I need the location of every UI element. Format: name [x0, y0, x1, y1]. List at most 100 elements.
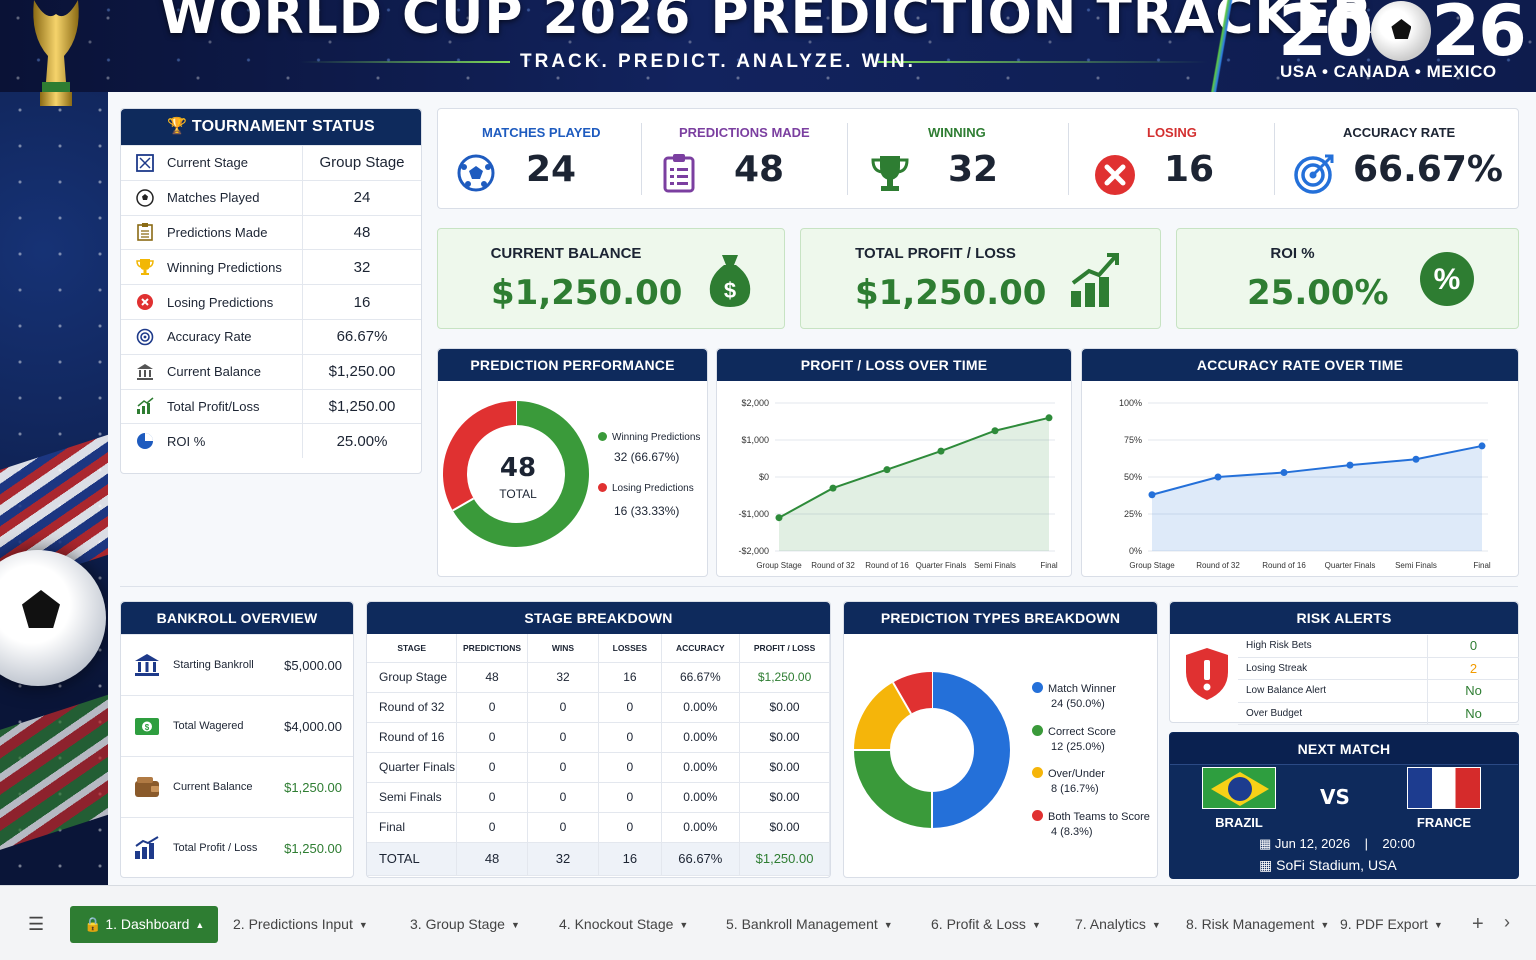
table-cell: 66.67%	[661, 662, 741, 693]
donut-total-value: 48	[499, 453, 537, 483]
y-tick-label: $2,000	[741, 398, 769, 408]
home-team: BRAZIL	[1215, 815, 1263, 830]
sheet-tab-5[interactable]: 5. Bankroll Management ▼	[726, 906, 893, 943]
sheet-tab-9[interactable]: 9. PDF Export ▼	[1340, 906, 1443, 943]
accuracy-point	[1214, 473, 1222, 481]
sheet-tab-8[interactable]: 8. Risk Management ▼	[1186, 906, 1329, 943]
calendar-icon: ▦	[1259, 836, 1272, 851]
profit-point	[991, 427, 999, 435]
prediction-types-panel: PREDICTION TYPES BREAKDOWN Match Winner 2…	[843, 601, 1158, 878]
table-cell: TOTAL	[367, 842, 458, 876]
x-tick-label: Group Stage	[1129, 561, 1175, 570]
table-cell: Group Stage	[367, 662, 458, 693]
panel-title: PROFIT / LOSS OVER TIME	[717, 349, 1071, 381]
table-cell: 0	[598, 722, 662, 753]
status-row: Total Profit/Loss $1,250.00	[121, 388, 421, 424]
chart-up-icon	[121, 836, 173, 860]
panel-title: RISK ALERTS	[1170, 602, 1518, 634]
percent-icon: %	[1420, 252, 1474, 306]
legend-value: 12 (25.0%)	[1051, 740, 1105, 753]
header-banner: WORLD CUP 2026 PREDICTION TRACKER TRACK.…	[0, 0, 1536, 92]
money-icon: $	[121, 715, 173, 737]
bankroll-value: $1,250.00	[284, 779, 342, 795]
status-value: 66.67%	[336, 328, 388, 346]
x-tick-label: Semi Finals	[1395, 561, 1437, 570]
legend-item: Over/Under	[1032, 767, 1105, 780]
table-cell: 0	[598, 812, 662, 843]
sheet-tab-4[interactable]: 4. Knockout Stage ▼	[559, 906, 688, 943]
legend-value: 32 (66.67%)	[614, 450, 680, 464]
panel-title: NEXT MATCH	[1170, 733, 1518, 765]
next-match-panel: NEXT MATCH BRAZIL FRANCE VS ▦ Jun 12, 20…	[1169, 732, 1519, 879]
accuracy-line	[1151, 444, 1483, 496]
bankroll-label: Total Wagered	[173, 720, 244, 732]
sheet-tab-bar: ☰ 🔒 1. Dashboard ▲ 2. Predictions Input ▼ 3.…	[0, 885, 1536, 960]
tab-label: 5. Bankroll Management	[726, 916, 878, 932]
chevron-right-icon[interactable]: ›	[1504, 912, 1510, 932]
chevron-down-icon: ▼	[883, 920, 893, 930]
status-label: Losing Predictions	[167, 294, 274, 310]
accuracy-line-chart: 100% 75% 50% 25% 0% Group Stage Round of 32 Rou…	[1119, 398, 1491, 570]
risk-value: 0	[1469, 638, 1478, 654]
panel-title: PREDICTION PERFORMANCE	[438, 349, 707, 381]
risk-label: Low Balance Alert	[1238, 680, 1428, 702]
prediction-performance-panel: PREDICTION PERFORMANCE 48 TOTAL Winning …	[437, 348, 708, 577]
legend-value: 24 (50.0%)	[1051, 698, 1105, 710]
table-cell: 16	[598, 842, 662, 876]
kpi-losing: LOSING 16	[1069, 109, 1274, 209]
svg-text:$: $	[724, 278, 736, 303]
stage-icon	[135, 153, 155, 173]
bankroll-row: Current Balance $1,250.00	[121, 756, 353, 817]
sheet-tab-6[interactable]: 6. Profit & Loss ▼	[931, 906, 1041, 943]
total-profit-loss-card: TOTAL PROFIT / LOSS $1,250.00	[800, 228, 1161, 329]
risk-value: No	[1465, 705, 1482, 721]
x-tick-label: Round of 32	[1196, 561, 1240, 570]
status-label: Predictions Made	[167, 224, 268, 240]
status-label: Winning Predictions	[167, 259, 282, 275]
add-sheet-icon[interactable]: +	[1472, 913, 1484, 935]
x-tick-label: Round of 32	[811, 561, 855, 570]
status-value: 48	[353, 223, 371, 241]
soccer-ball-icon	[135, 188, 155, 208]
sheet-tab-3[interactable]: 3. Group Stage ▼	[410, 906, 520, 943]
y-tick-label: 25%	[1124, 509, 1142, 519]
status-value: 16	[353, 293, 371, 311]
y-tick-label: 50%	[1124, 472, 1142, 482]
table-cell: 48	[456, 842, 528, 876]
table-row: Round of 32 0 0 0 0.00% $0.00	[367, 692, 830, 723]
accuracy-chart-panel: ACCURACY RATE OVER TIME 100% 75% 50% 25% 0% G…	[1081, 348, 1519, 577]
prediction-type-slice	[854, 682, 912, 751]
tab-label: 7. Analytics	[1075, 916, 1146, 932]
clipboard-icon	[663, 154, 695, 193]
table-cell: 0	[598, 782, 662, 813]
soccer-ball-icon	[0, 550, 106, 686]
profit-point	[883, 466, 891, 474]
match-venue: ▦ SoFi Stadium, USA	[1259, 857, 1397, 873]
table-cell: $0.00	[739, 722, 830, 753]
tab-label: 2. Predictions Input	[233, 916, 353, 932]
legend-value: 8 (16.7%)	[1051, 783, 1099, 795]
sheet-tab-2[interactable]: 2. Predictions Input ▼	[233, 906, 368, 943]
table-row: Final 0 0 0 0.00% $0.00	[367, 812, 830, 843]
x-tick-label: Final	[1473, 561, 1491, 570]
sheet-tab-1[interactable]: 🔒 1. Dashboard ▲	[70, 906, 219, 943]
stage-breakdown-table: STAGE PREDICTIONS WINS LOSSES ACCURACY PROFIT…	[367, 634, 830, 876]
risk-row: High Risk Bets 0	[1238, 635, 1519, 658]
menu-icon[interactable]: ☰	[28, 914, 45, 934]
prediction-performance-donut	[443, 401, 589, 547]
sheet-tab-7[interactable]: 7. Analytics ▼	[1075, 906, 1161, 943]
target-icon	[135, 327, 155, 347]
page-title: WORLD CUP 2026 PREDICTION TRACKER	[160, 0, 1374, 46]
accuracy-point	[1148, 491, 1156, 499]
clipboard-icon	[135, 222, 155, 242]
vs-label: VS	[1320, 785, 1350, 809]
table-cell: Semi Finals	[367, 782, 458, 813]
table-cell: $0.00	[739, 782, 830, 813]
x-tick-label: Final	[1040, 561, 1058, 570]
column-header: PREDICTIONS	[456, 634, 528, 663]
trophy-icon: 🏆	[167, 118, 188, 135]
y-tick-label: -$1,000	[738, 509, 769, 519]
x-tick-label: Quarter Finals	[1325, 561, 1376, 570]
kpi-bar: MATCHES PLAYED 24 PREDICTIONS MADE 48 WI…	[437, 108, 1519, 209]
table-row: Semi Finals 0 0 0 0.00% $0.00	[367, 782, 830, 813]
